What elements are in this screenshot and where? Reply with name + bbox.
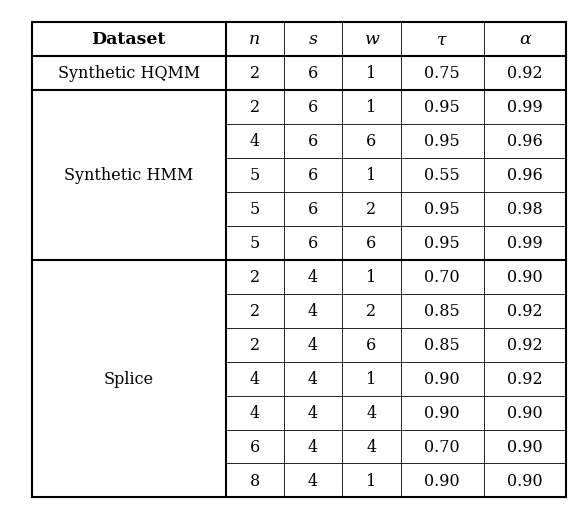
Text: 0.95: 0.95 bbox=[424, 133, 460, 150]
Text: 1: 1 bbox=[366, 472, 377, 489]
Text: 0.96: 0.96 bbox=[507, 167, 543, 184]
Text: 4: 4 bbox=[308, 438, 318, 455]
Text: 0.90: 0.90 bbox=[507, 438, 543, 455]
Text: 4: 4 bbox=[308, 370, 318, 387]
Text: 1: 1 bbox=[366, 99, 377, 116]
Text: 6: 6 bbox=[308, 65, 318, 82]
Text: 0.92: 0.92 bbox=[507, 370, 543, 387]
Text: 4: 4 bbox=[308, 472, 318, 489]
Text: 8: 8 bbox=[249, 472, 260, 489]
Text: Dataset: Dataset bbox=[92, 31, 166, 48]
Text: τ: τ bbox=[437, 31, 447, 48]
Text: 4: 4 bbox=[308, 404, 318, 421]
Text: 2: 2 bbox=[250, 269, 260, 286]
Text: 0.90: 0.90 bbox=[507, 404, 543, 421]
Text: 0.92: 0.92 bbox=[507, 302, 543, 320]
Text: w: w bbox=[364, 31, 379, 48]
Text: 0.99: 0.99 bbox=[507, 99, 543, 116]
Text: 5: 5 bbox=[249, 201, 260, 218]
Text: 0.92: 0.92 bbox=[507, 336, 543, 354]
Text: 0.90: 0.90 bbox=[425, 370, 460, 387]
Text: 1: 1 bbox=[366, 167, 377, 184]
Text: 0.95: 0.95 bbox=[424, 99, 460, 116]
Text: 6: 6 bbox=[366, 133, 377, 150]
Text: 0.90: 0.90 bbox=[507, 269, 543, 286]
Text: Synthetic HMM: Synthetic HMM bbox=[64, 167, 193, 184]
Text: 0.85: 0.85 bbox=[424, 336, 460, 354]
Text: 0.70: 0.70 bbox=[425, 438, 460, 455]
Text: 6: 6 bbox=[308, 133, 318, 150]
Text: 0.98: 0.98 bbox=[507, 201, 543, 218]
Text: 0.75: 0.75 bbox=[424, 65, 460, 82]
Text: 0.85: 0.85 bbox=[424, 302, 460, 320]
Text: 0.99: 0.99 bbox=[507, 235, 543, 252]
Text: 4: 4 bbox=[366, 438, 377, 455]
Text: 2: 2 bbox=[250, 65, 260, 82]
Text: 6: 6 bbox=[366, 235, 377, 252]
Text: 1: 1 bbox=[366, 370, 377, 387]
Text: 2: 2 bbox=[250, 302, 260, 320]
Text: 4: 4 bbox=[308, 302, 318, 320]
Text: 4: 4 bbox=[250, 133, 260, 150]
Text: 4: 4 bbox=[366, 404, 377, 421]
Text: 4: 4 bbox=[308, 269, 318, 286]
Text: n: n bbox=[249, 31, 260, 48]
Text: 6: 6 bbox=[366, 336, 377, 354]
Text: 0.90: 0.90 bbox=[425, 404, 460, 421]
Text: 2: 2 bbox=[366, 201, 377, 218]
Text: 0.96: 0.96 bbox=[507, 133, 543, 150]
Text: 0.95: 0.95 bbox=[424, 235, 460, 252]
Text: 6: 6 bbox=[308, 201, 318, 218]
Text: s: s bbox=[309, 31, 318, 48]
Text: 6: 6 bbox=[308, 235, 318, 252]
Text: 1: 1 bbox=[366, 65, 377, 82]
Text: 1: 1 bbox=[366, 269, 377, 286]
Text: 4: 4 bbox=[250, 404, 260, 421]
Text: 6: 6 bbox=[308, 167, 318, 184]
Text: 5: 5 bbox=[249, 167, 260, 184]
Text: 2: 2 bbox=[366, 302, 377, 320]
Text: 0.90: 0.90 bbox=[507, 472, 543, 489]
Text: Synthetic HQMM: Synthetic HQMM bbox=[58, 65, 200, 82]
Text: 0.55: 0.55 bbox=[424, 167, 460, 184]
Text: 0.90: 0.90 bbox=[425, 472, 460, 489]
Text: 6: 6 bbox=[308, 99, 318, 116]
Text: 2: 2 bbox=[250, 336, 260, 354]
Text: 4: 4 bbox=[250, 370, 260, 387]
Text: 4: 4 bbox=[308, 336, 318, 354]
Text: α: α bbox=[519, 31, 531, 48]
Text: 5: 5 bbox=[249, 235, 260, 252]
Text: 0.92: 0.92 bbox=[507, 65, 543, 82]
Text: 0.95: 0.95 bbox=[424, 201, 460, 218]
Text: Splice: Splice bbox=[104, 370, 154, 387]
Text: 6: 6 bbox=[249, 438, 260, 455]
Text: 0.70: 0.70 bbox=[425, 269, 460, 286]
Text: 2: 2 bbox=[250, 99, 260, 116]
